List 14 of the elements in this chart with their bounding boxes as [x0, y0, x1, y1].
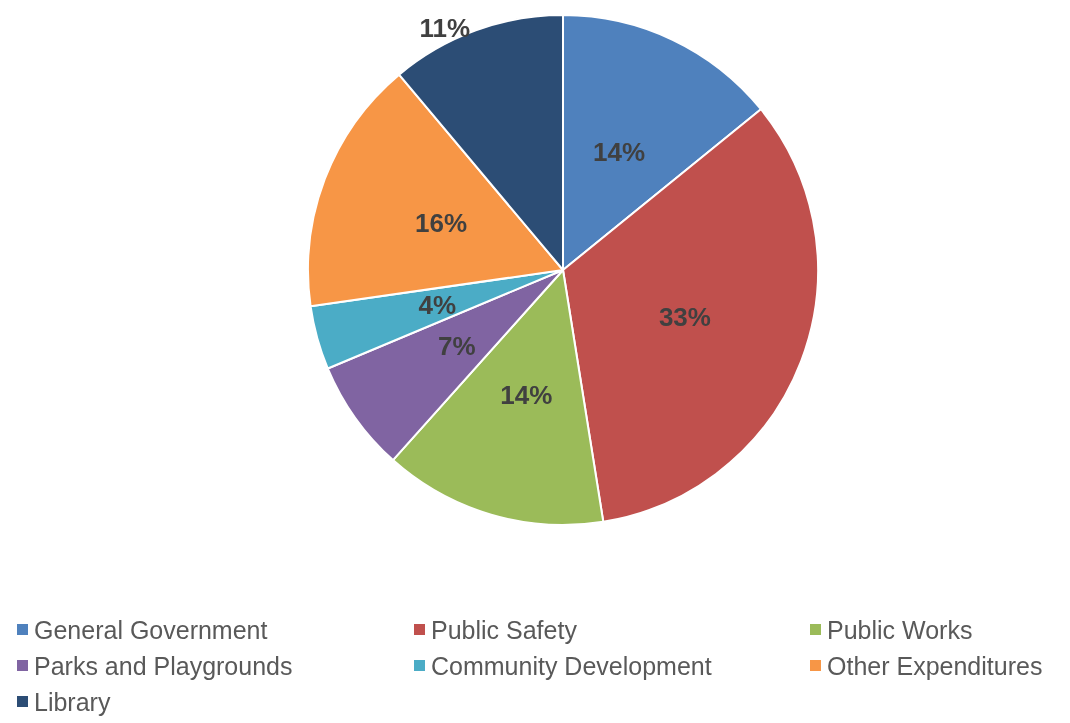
legend-label: Parks and Playgrounds: [34, 651, 293, 680]
legend-label: General Government: [34, 615, 268, 644]
data-label: 11%: [419, 13, 471, 44]
data-label: 14%: [593, 137, 646, 168]
legend-label: Library: [34, 687, 111, 716]
data-label: 4%: [418, 289, 457, 320]
legend-label: Other Expenditures: [827, 651, 1043, 680]
data-label: 14%: [500, 380, 553, 411]
legend-label: Public Safety: [431, 615, 578, 644]
legend-label: Community Development: [431, 651, 712, 680]
data-label: 7%: [437, 330, 476, 361]
legend-label: Public Works: [827, 615, 973, 644]
data-label: 16%: [415, 208, 468, 239]
data-label: 33%: [658, 301, 711, 332]
